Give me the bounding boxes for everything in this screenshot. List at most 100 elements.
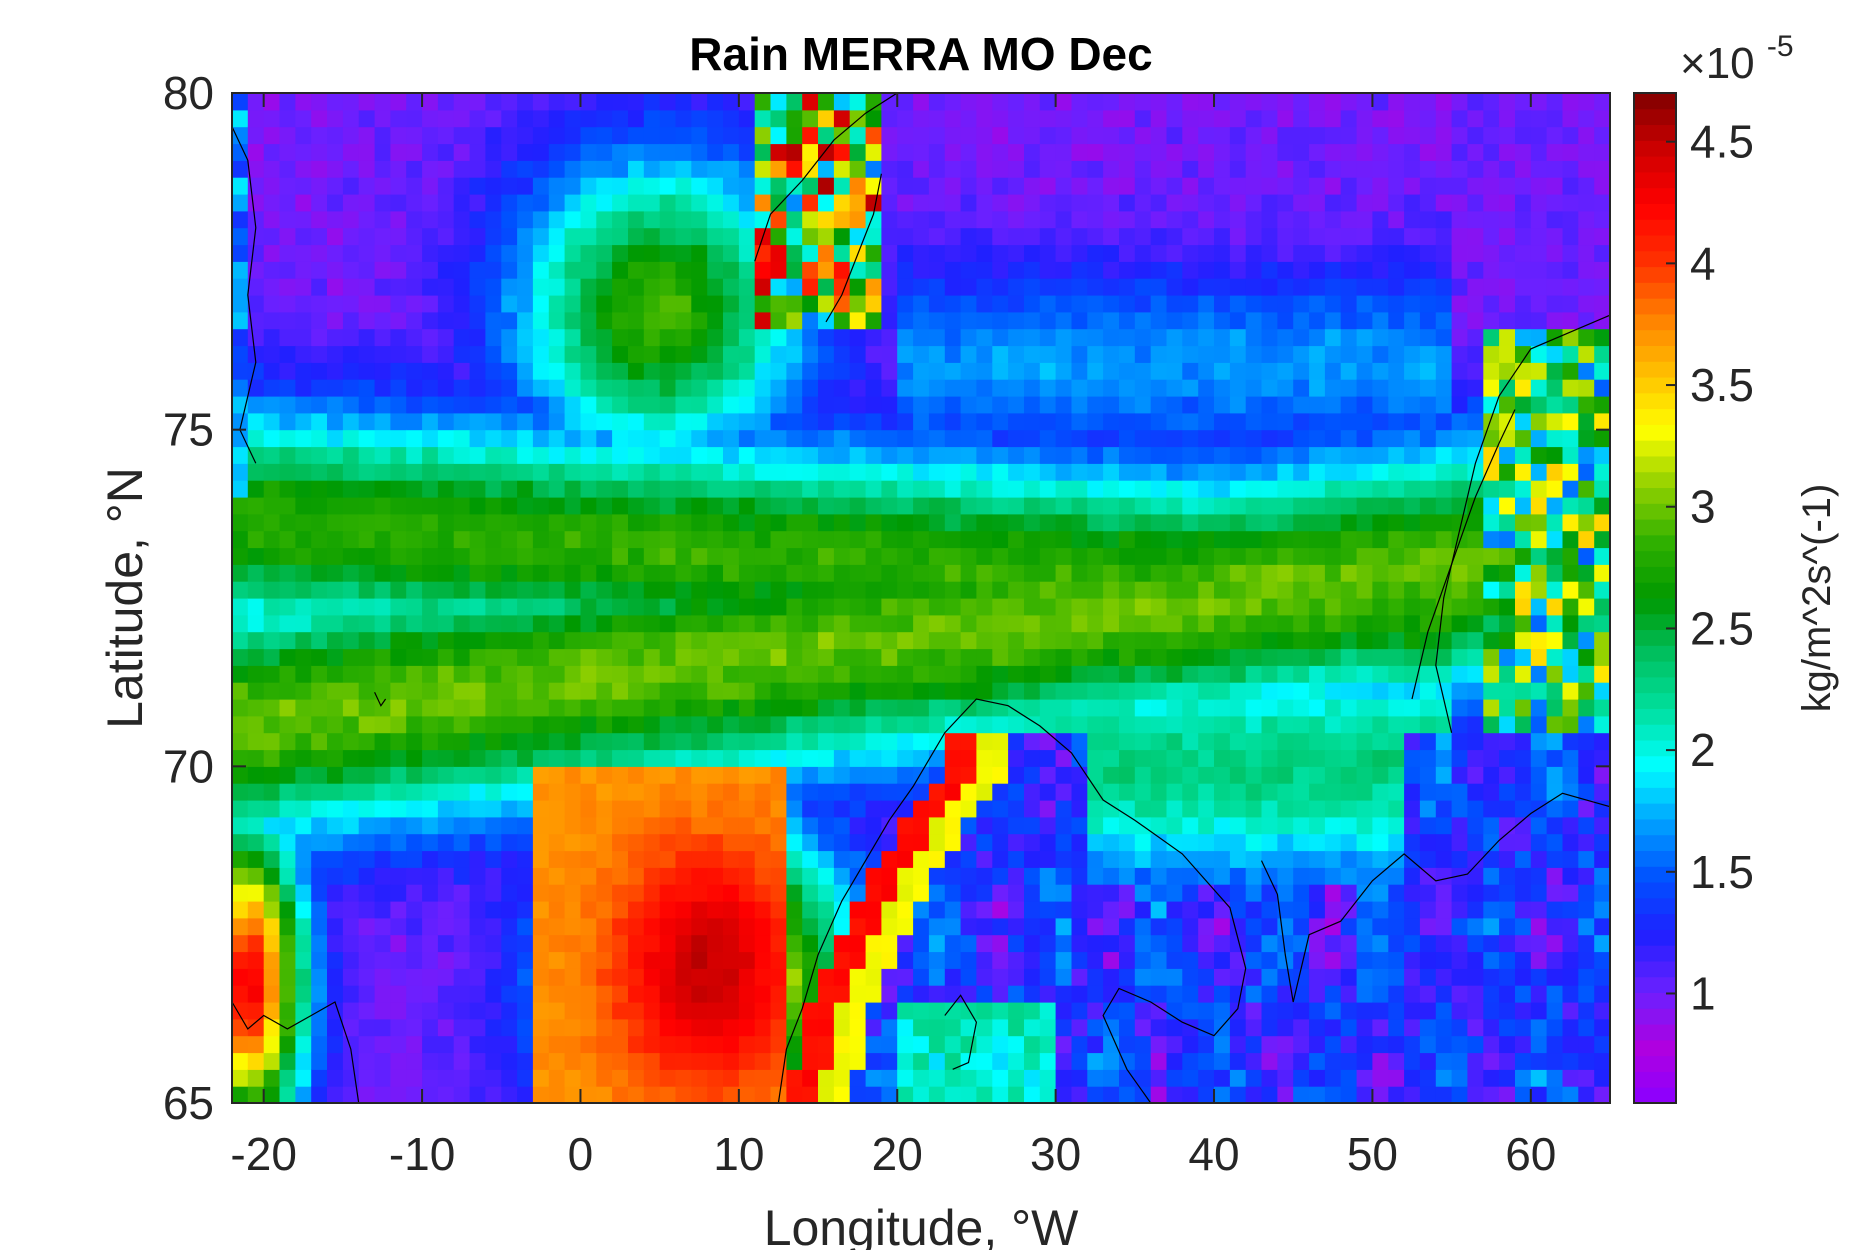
heatmap-cell (1087, 1086, 1104, 1104)
heatmap-cell (1451, 985, 1468, 1003)
heatmap-cell (232, 160, 249, 178)
heatmap-cell (1340, 446, 1358, 464)
heatmap-cell (1356, 749, 1373, 767)
heatmap-cell (1451, 951, 1468, 969)
heatmap-cell (437, 210, 455, 229)
heatmap-cell (358, 429, 376, 448)
heatmap-cell (596, 766, 613, 784)
heatmap-cell (754, 143, 772, 161)
heatmap-cell (1198, 800, 1215, 818)
heatmap-cell (1008, 800, 1025, 818)
heatmap-cell (311, 143, 328, 161)
heatmap-cell (754, 328, 772, 347)
heatmap-cell (1324, 581, 1342, 599)
heatmap-cell (628, 715, 645, 734)
heatmap-cell (358, 261, 376, 279)
heatmap-cell (453, 985, 471, 1003)
heatmap-cell (612, 244, 629, 262)
heatmap-cell (992, 833, 1009, 852)
heatmap-cell (992, 295, 1009, 313)
heatmap-cell (1356, 1069, 1373, 1087)
heatmap-cell (1293, 278, 1310, 296)
heatmap-cell (976, 682, 993, 700)
heatmap-cell (723, 783, 740, 801)
heatmap-cell (580, 833, 597, 852)
heatmap-cell (928, 783, 946, 801)
heatmap-cell (1419, 917, 1437, 936)
heatmap-cell (770, 177, 787, 195)
heatmap-cell (1499, 328, 1516, 347)
heatmap-cell (1483, 783, 1500, 801)
heatmap-cell (374, 345, 391, 363)
heatmap-cell (628, 631, 645, 650)
heatmap-cell (1055, 732, 1072, 751)
heatmap-cell (1467, 732, 1484, 751)
heatmap-cell (1499, 109, 1516, 128)
heatmap-cell (1451, 480, 1468, 498)
heatmap-cell (833, 1086, 851, 1104)
heatmap-cell (928, 766, 946, 784)
heatmap-cell (501, 345, 518, 363)
heatmap-cell (1245, 278, 1263, 296)
heatmap-cell (453, 480, 471, 498)
heatmap-cell (358, 396, 376, 414)
heatmap-cell (1483, 345, 1500, 363)
heatmap-cell (469, 749, 486, 767)
heatmap-cell (754, 934, 772, 953)
heatmap-cell (327, 968, 344, 986)
heatmap-cell (564, 244, 581, 262)
heatmap-cell (1356, 917, 1373, 936)
heatmap-cell (548, 867, 566, 885)
heatmap-cell (263, 497, 281, 515)
heatmap-cell (1388, 901, 1405, 919)
heatmap-cell (1451, 143, 1468, 161)
heatmap-cell (1150, 867, 1168, 885)
heatmap-cell (1277, 631, 1294, 650)
heatmap-cell (232, 581, 249, 599)
heatmap-cell (342, 143, 360, 161)
heatmap-cell (738, 530, 756, 549)
heatmap-cell (707, 160, 724, 178)
heatmap-cell (1340, 379, 1358, 397)
heatmap-cell (295, 480, 312, 498)
heatmap-cell (390, 463, 407, 481)
heatmap-cell (580, 160, 597, 178)
heatmap-cell (501, 194, 518, 212)
heatmap-cell (976, 446, 993, 464)
heatmap-cell (1198, 816, 1215, 835)
heatmap-cell (754, 1018, 772, 1037)
heatmap-cell (1182, 480, 1199, 498)
heatmap-cell (1388, 328, 1405, 347)
heatmap-cell (1071, 311, 1088, 330)
heatmap-cell (612, 194, 629, 212)
heatmap-cell (469, 497, 486, 515)
heatmap-cell (390, 564, 407, 582)
heatmap-cell (422, 732, 439, 751)
heatmap-cell (263, 1002, 281, 1020)
heatmap-cell (802, 497, 819, 515)
heatmap-cell (532, 311, 550, 330)
heatmap-cell (1340, 598, 1358, 616)
heatmap-cell (1515, 833, 1532, 852)
heatmap-cell (327, 143, 344, 161)
heatmap-cell (881, 497, 898, 515)
heatmap-cell (913, 396, 930, 414)
heatmap-cell (1087, 833, 1104, 852)
heatmap-cell (263, 614, 281, 633)
heatmap-cell (944, 311, 962, 330)
heatmap-cell (1229, 177, 1247, 195)
heatmap-cell (833, 530, 851, 549)
heatmap-cell (1182, 278, 1199, 296)
heatmap-cell (1277, 345, 1294, 363)
heatmap-cell (1388, 614, 1405, 633)
heatmap-cell (865, 362, 882, 380)
heatmap-cell (1150, 429, 1168, 448)
heatmap-cell (881, 160, 898, 178)
heatmap-cell (1214, 328, 1231, 347)
heatmap-cell (1451, 93, 1468, 111)
heatmap-cell (532, 328, 550, 347)
heatmap-cell (232, 345, 249, 363)
heatmap-cell (1483, 513, 1500, 532)
heatmap-cell (818, 800, 835, 818)
heatmap-cell (453, 682, 471, 700)
